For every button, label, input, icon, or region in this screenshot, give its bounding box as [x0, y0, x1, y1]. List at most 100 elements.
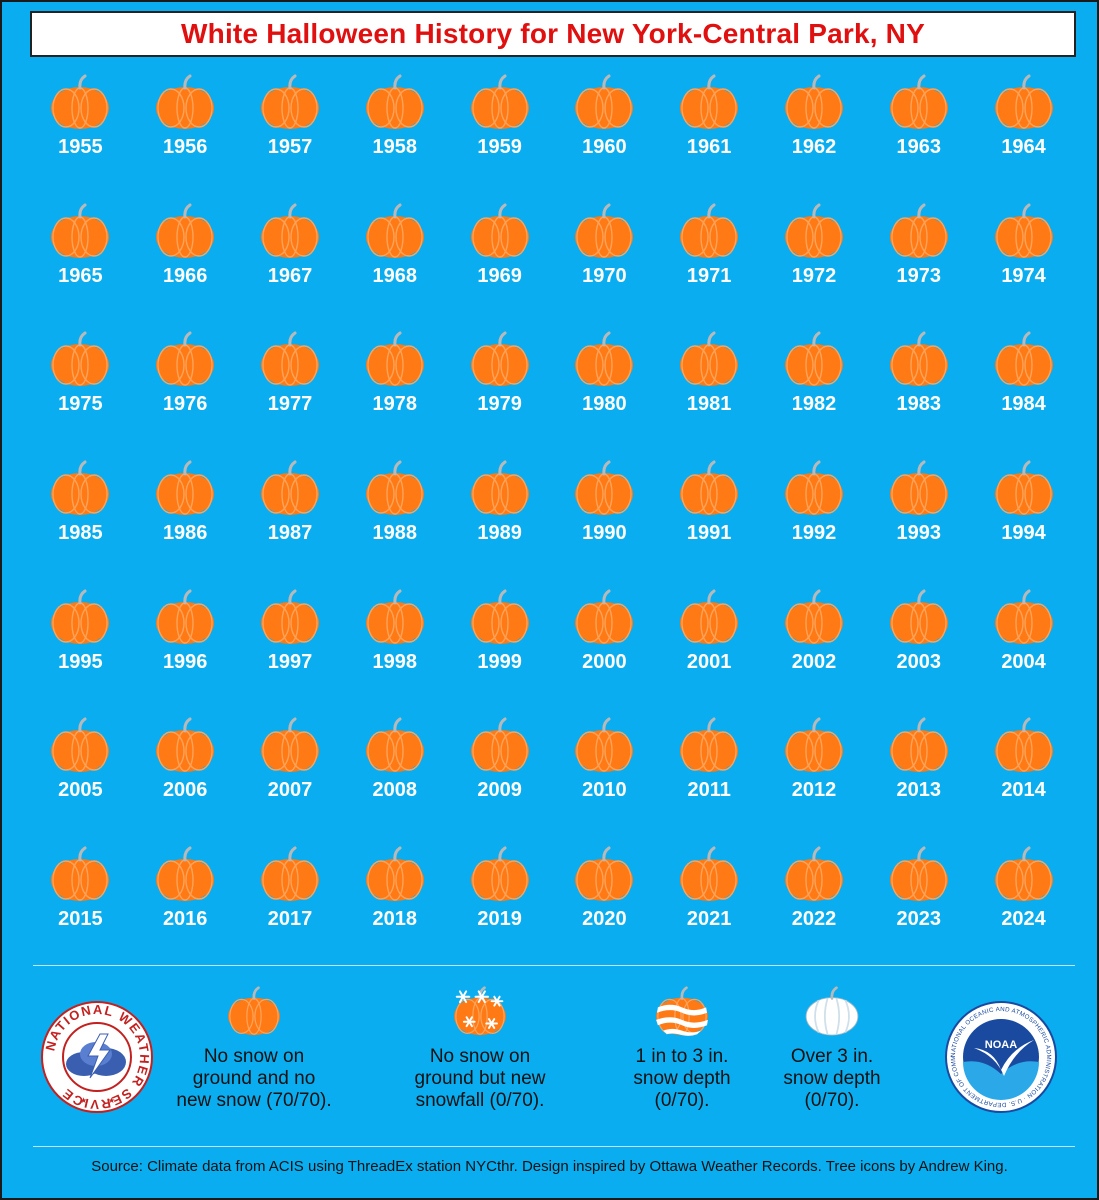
year-cell: 1977 — [238, 331, 343, 460]
pumpkin-icon — [49, 203, 111, 259]
year-cell: 1985 — [28, 460, 133, 589]
pumpkin-icon — [888, 331, 950, 387]
year-label: 2013 — [896, 779, 942, 802]
pumpkin-icon — [49, 74, 111, 130]
pumpkin-icon — [49, 589, 111, 645]
pumpkin-icon — [888, 203, 950, 259]
year-label: 2007 — [267, 779, 313, 802]
year-label: 2009 — [477, 779, 522, 802]
year-label: 1981 — [686, 393, 732, 416]
year-cell: 1990 — [552, 460, 657, 589]
pumpkin-icon — [678, 717, 740, 773]
year-label: 1961 — [686, 136, 732, 158]
year-label: 1960 — [582, 136, 627, 158]
year-label: 1995 — [58, 650, 103, 673]
year-cell: 2019 — [447, 846, 552, 975]
year-label: 1991 — [686, 522, 732, 545]
year-cell: 1998 — [342, 589, 447, 718]
year-label: 1977 — [267, 393, 313, 416]
year-label: 1999 — [477, 650, 522, 673]
pumpkin-icon — [573, 203, 635, 259]
year-label: 1996 — [162, 650, 208, 673]
year-label: 1969 — [477, 264, 522, 287]
pumpkin-icon — [783, 331, 845, 387]
pumpkin-icon — [364, 589, 426, 645]
year-cell: 1988 — [342, 460, 447, 589]
pumpkin-icon — [469, 460, 531, 516]
pumpkin-icon — [573, 589, 635, 645]
year-cell: 1994 — [971, 460, 1076, 589]
year-cell: 1974 — [971, 203, 1076, 332]
pumpkin-icon — [154, 846, 216, 902]
year-cell: 2001 — [657, 589, 762, 718]
year-label: 1966 — [162, 264, 208, 287]
year-cell: 1972 — [762, 203, 867, 332]
pumpkin-snowflakes-icon — [448, 986, 512, 1036]
year-cell: 1966 — [133, 203, 238, 332]
pumpkin-icon — [49, 846, 111, 902]
year-label: 2001 — [686, 650, 732, 673]
year-cell: 1975 — [28, 331, 133, 460]
year-cell: 2011 — [657, 717, 762, 846]
pumpkin-icon — [469, 203, 531, 259]
year-cell: 2018 — [342, 846, 447, 975]
pumpkin-icon — [678, 331, 740, 387]
year-cell: 2020 — [552, 846, 657, 975]
pumpkin-icon — [154, 589, 216, 645]
pumpkin-icon — [364, 331, 426, 387]
year-label: 2008 — [372, 779, 418, 802]
pumpkin-icon — [259, 846, 321, 902]
year-cell: 1987 — [238, 460, 343, 589]
year-label: 2006 — [162, 779, 208, 802]
year-label: 1993 — [896, 522, 942, 545]
year-cell: 1978 — [342, 331, 447, 460]
year-cell: 1995 — [28, 589, 133, 718]
year-label: 1988 — [372, 522, 418, 545]
year-label: 2018 — [372, 908, 418, 931]
year-label: 2024 — [1001, 908, 1046, 931]
pumpkin-icon — [783, 846, 845, 902]
pumpkin-icon — [783, 589, 845, 645]
year-cell: 1955 — [28, 74, 133, 203]
year-cell: 2024 — [971, 846, 1076, 975]
pumpkin-icon — [259, 589, 321, 645]
year-cell: 1996 — [133, 589, 238, 718]
year-cell: 1959 — [447, 74, 552, 203]
pumpkin-icon — [678, 460, 740, 516]
year-label: 2005 — [58, 779, 103, 802]
year-cell: 2009 — [447, 717, 552, 846]
pumpkin-icon — [259, 74, 321, 130]
year-cell: 1973 — [866, 203, 971, 332]
pumpkin-snow-striped-icon — [650, 986, 714, 1036]
pumpkin-icon — [49, 331, 111, 387]
year-label: 1985 — [58, 522, 103, 545]
year-label: 1970 — [582, 264, 627, 287]
year-cell: 2003 — [866, 589, 971, 718]
year-cell: 1981 — [657, 331, 762, 460]
year-label: 1984 — [1001, 393, 1046, 416]
year-label: 2010 — [582, 779, 627, 802]
year-label: 1987 — [267, 522, 313, 545]
year-label: 2003 — [896, 650, 942, 673]
year-cell: 1980 — [552, 331, 657, 460]
noaa-logo-text: NOAA — [985, 1039, 1017, 1051]
legend-item: No snow on ground but new snowfall (0/70… — [380, 986, 580, 1112]
pumpkin-icon — [259, 203, 321, 259]
year-cell: 2005 — [28, 717, 133, 846]
year-label: 1986 — [162, 522, 208, 545]
pumpkin-icon — [154, 717, 216, 773]
year-cell: 1963 — [866, 74, 971, 203]
year-label: 2004 — [1001, 650, 1046, 673]
year-cell: 2013 — [866, 717, 971, 846]
year-label: 1964 — [1001, 136, 1046, 158]
pumpkin-icon — [993, 460, 1055, 516]
pumpkin-icon — [49, 460, 111, 516]
legend-label: 1 in to 3 in. snow depth (0/70). — [633, 1046, 731, 1111]
year-label: 1965 — [58, 264, 103, 287]
pumpkin-icon — [364, 460, 426, 516]
pumpkin-icon — [678, 846, 740, 902]
year-label: 1955 — [58, 136, 103, 158]
noaa-logo: NATIONAL OCEANIC AND ATMOSPHERIC ADMINIS… — [944, 1000, 1058, 1114]
year-cell: 2006 — [133, 717, 238, 846]
